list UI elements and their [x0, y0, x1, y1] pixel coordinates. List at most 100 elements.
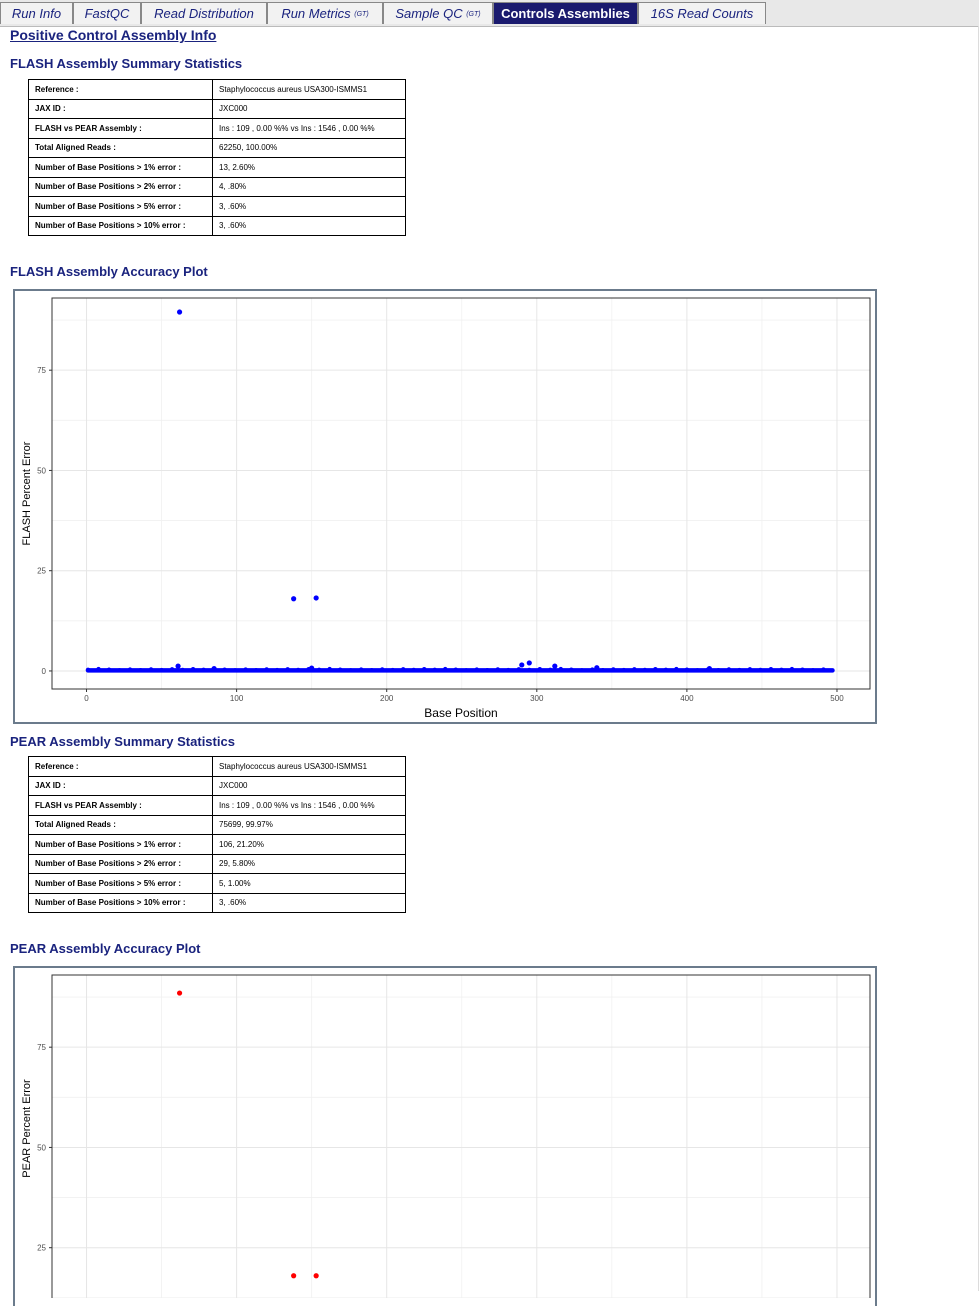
data-point: [390, 667, 395, 673]
data-point: [411, 667, 416, 673]
stat-key: Number of Base Positions > 1% error :: [28, 157, 213, 178]
plot-panel: [52, 298, 870, 689]
tab-read-distribution[interactable]: Read Distribution: [141, 2, 267, 24]
data-point: [663, 667, 669, 673]
data-point: [569, 667, 574, 672]
stat-value: Staphylococcus aureus USA300-ISMMS1: [212, 756, 406, 777]
stat-key: Number of Base Positions > 5% error :: [28, 873, 213, 894]
stat-key: Number of Base Positions > 1% error :: [28, 834, 213, 855]
data-point: [485, 668, 490, 673]
y-tick-label: 75: [37, 1043, 46, 1052]
data-point: [789, 666, 795, 672]
table-row: JAX ID : JXC000: [28, 98, 406, 119]
data-point: [758, 667, 763, 673]
table-row: JAX ID : JXC000: [28, 775, 406, 796]
data-point: [380, 667, 385, 672]
data-point: [337, 667, 343, 672]
data-point: [632, 667, 637, 672]
table-row: Total Aligned Reads :75699, 99.97%: [28, 814, 406, 835]
x-tick-label: 400: [680, 694, 694, 703]
data-point: [779, 667, 784, 673]
data-point: [295, 667, 301, 673]
data-point: [148, 667, 154, 672]
data-point: [768, 666, 774, 672]
data-point: [243, 667, 248, 672]
data-point: [313, 595, 319, 601]
stat-value: JXC000: [212, 775, 406, 796]
data-point: [117, 668, 122, 673]
tab-controls-assemblies[interactable]: Controls Assemblies: [493, 2, 638, 24]
data-point: [201, 667, 206, 673]
data-point: [432, 667, 437, 673]
stat-key: FLASH vs PEAR Assembly :: [28, 118, 213, 139]
data-point: [291, 596, 297, 602]
stat-key: Total Aligned Reads :: [28, 137, 213, 158]
table-row: FLASH vs PEAR Assembly : Ins : 109 , 0.00…: [28, 118, 406, 139]
data-point: [316, 667, 322, 673]
data-point: [594, 665, 600, 671]
page-title[interactable]: Positive Control Assembly Info: [10, 27, 217, 43]
x-tick-label: 500: [830, 694, 844, 703]
tab-run-info[interactable]: Run Info: [0, 2, 73, 24]
x-tick-label: 200: [380, 694, 394, 703]
data-point: [169, 667, 175, 672]
data-point: [552, 663, 558, 669]
table-row: Number of Base Positions > 5% error :3, …: [28, 196, 406, 217]
data-point: [527, 667, 532, 673]
stat-key: JAX ID :: [28, 98, 213, 119]
data-point: [642, 667, 648, 673]
data-point: [401, 667, 406, 672]
panel-border: [51, 297, 871, 690]
table-row: FLASH vs PEAR Assembly : Ins : 109 , 0.00…: [28, 795, 406, 816]
stat-value: 75699, 99.97%: [212, 814, 406, 835]
data-point: [558, 666, 564, 672]
stat-value: Ins : 109 , 0.00 %% vs Ins : 1546 , 0.00…: [212, 118, 406, 139]
stat-key: Reference :: [28, 79, 213, 100]
data-point: [684, 667, 690, 672]
stat-value: 62250, 100.00%: [212, 137, 406, 158]
data-point: [716, 668, 721, 673]
data-point: [313, 1273, 319, 1279]
stat-key: Number of Base Positions > 2% error :: [28, 853, 213, 874]
panel-border: [51, 974, 871, 1298]
pear-accuracy-plot: 25 50 75 PEAR Percent Error: [13, 966, 877, 1306]
tab-sample-qc[interactable]: Sample QC (GT): [383, 2, 493, 24]
stat-key: Number of Base Positions > 5% error :: [28, 196, 213, 217]
tab-fastqc[interactable]: FastQC: [73, 2, 141, 24]
data-point: [309, 665, 315, 671]
stat-key: Total Aligned Reads :: [28, 814, 213, 835]
stat-key: Number of Base Positions > 2% error :: [28, 176, 213, 197]
data-point: [653, 666, 658, 672]
stat-key: Reference :: [28, 756, 213, 777]
pear-summary-heading: PEAR Assembly Summary Statistics: [10, 734, 235, 749]
stat-value: 13, 2.60%: [212, 157, 406, 178]
data-point: [474, 667, 479, 672]
data-point: [737, 667, 742, 673]
x-tick-label: 100: [230, 694, 244, 703]
tab-16s-read-counts[interactable]: 16S Read Counts: [638, 2, 766, 24]
data-point: [537, 666, 542, 672]
y-tick-label: 75: [37, 366, 46, 375]
data-point: [506, 667, 511, 673]
data-point: [611, 667, 616, 672]
data-point: [327, 666, 332, 672]
data-point: [516, 667, 521, 672]
data-point: [85, 667, 91, 673]
table-row: Number of Base Positions > 1% error :13,…: [28, 157, 406, 178]
data-point: [138, 668, 143, 673]
plot-panel: [52, 975, 870, 1298]
stat-value: JXC000: [212, 98, 406, 119]
data-point: [369, 668, 374, 673]
y-tick-label: 25: [37, 567, 46, 576]
tab-run-metrics[interactable]: Run Metrics (GT): [267, 2, 383, 24]
stat-key: Number of Base Positions > 10% error :: [28, 892, 213, 913]
data-point: [590, 667, 595, 672]
flash-plot-heading: FLASH Assembly Accuracy Plot: [10, 264, 208, 279]
data-point: [264, 667, 269, 672]
y-tick-label: 0: [42, 667, 47, 676]
data-point: [175, 663, 181, 669]
table-row: Number of Base Positions > 10% error :3,…: [28, 215, 406, 236]
stat-key: JAX ID :: [28, 775, 213, 796]
data-point: [106, 667, 112, 672]
data-point: [621, 667, 627, 673]
